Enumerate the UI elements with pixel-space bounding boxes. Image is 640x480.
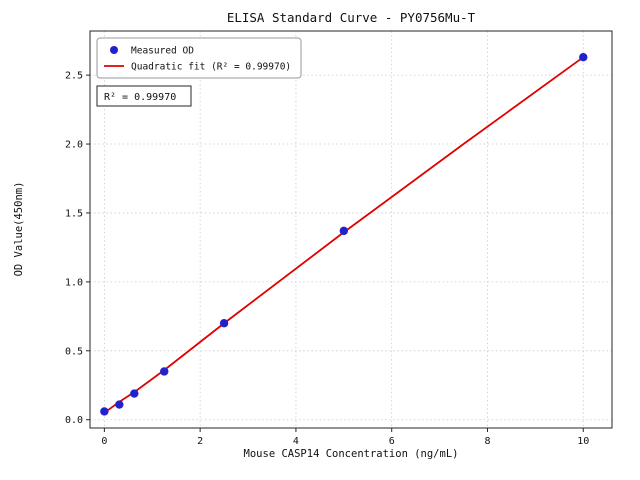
legend-border xyxy=(96,37,302,79)
x-tick-label: 2 xyxy=(197,436,203,447)
measured-od-point xyxy=(339,226,349,236)
x-tick-label: 6 xyxy=(389,436,395,447)
legend-label-quadratic-fit: Quadratic fit (R² = 0.99970) xyxy=(131,62,291,73)
x-tick-label: 4 xyxy=(293,436,299,447)
y-tick-label: 1.0 xyxy=(65,277,83,288)
legend-label-measured-od: Measured OD xyxy=(131,46,194,57)
measured-od-point xyxy=(130,389,139,398)
quadratic-fit-line xyxy=(103,56,584,414)
x-tick-label: 0 xyxy=(101,436,107,447)
plot-border xyxy=(89,30,613,429)
r-squared-annotation: R² = 0.99970 xyxy=(96,85,192,107)
measured-od-point xyxy=(219,319,229,328)
y-tick-label: 2.0 xyxy=(65,140,83,151)
measured-od-point xyxy=(160,367,169,376)
legend-marker-measured-od-icon xyxy=(110,46,118,54)
axis-ticks: 0 2 4 6 8 10 0.0 0.5 1.0 1.5 2.0 2.5 xyxy=(65,71,589,447)
y-axis-label: OD Value(450nm) xyxy=(13,182,25,277)
r-squared-box xyxy=(96,85,192,107)
legend: Measured OD Quadratic fit (R² = 0.99970) xyxy=(96,37,302,79)
y-tick-label: 0.5 xyxy=(65,346,83,357)
chart-title: ELISA Standard Curve - PY0756Mu-T xyxy=(227,10,476,25)
y-tick-label: 2.5 xyxy=(65,71,83,82)
measured-od-point xyxy=(579,52,588,62)
y-tick-label: 1.5 xyxy=(65,208,83,219)
data-series xyxy=(100,52,588,416)
measured-od-point xyxy=(100,407,109,416)
y-tick-label: 0.0 xyxy=(65,415,83,426)
x-tick-label: 10 xyxy=(577,436,589,447)
x-axis-label: Mouse CASP14 Concentration (ng/mL) xyxy=(244,448,459,460)
x-tick-label: 8 xyxy=(484,436,490,447)
measured-od-point xyxy=(115,400,124,409)
r-squared-text: R² = 0.99970 xyxy=(104,92,176,103)
